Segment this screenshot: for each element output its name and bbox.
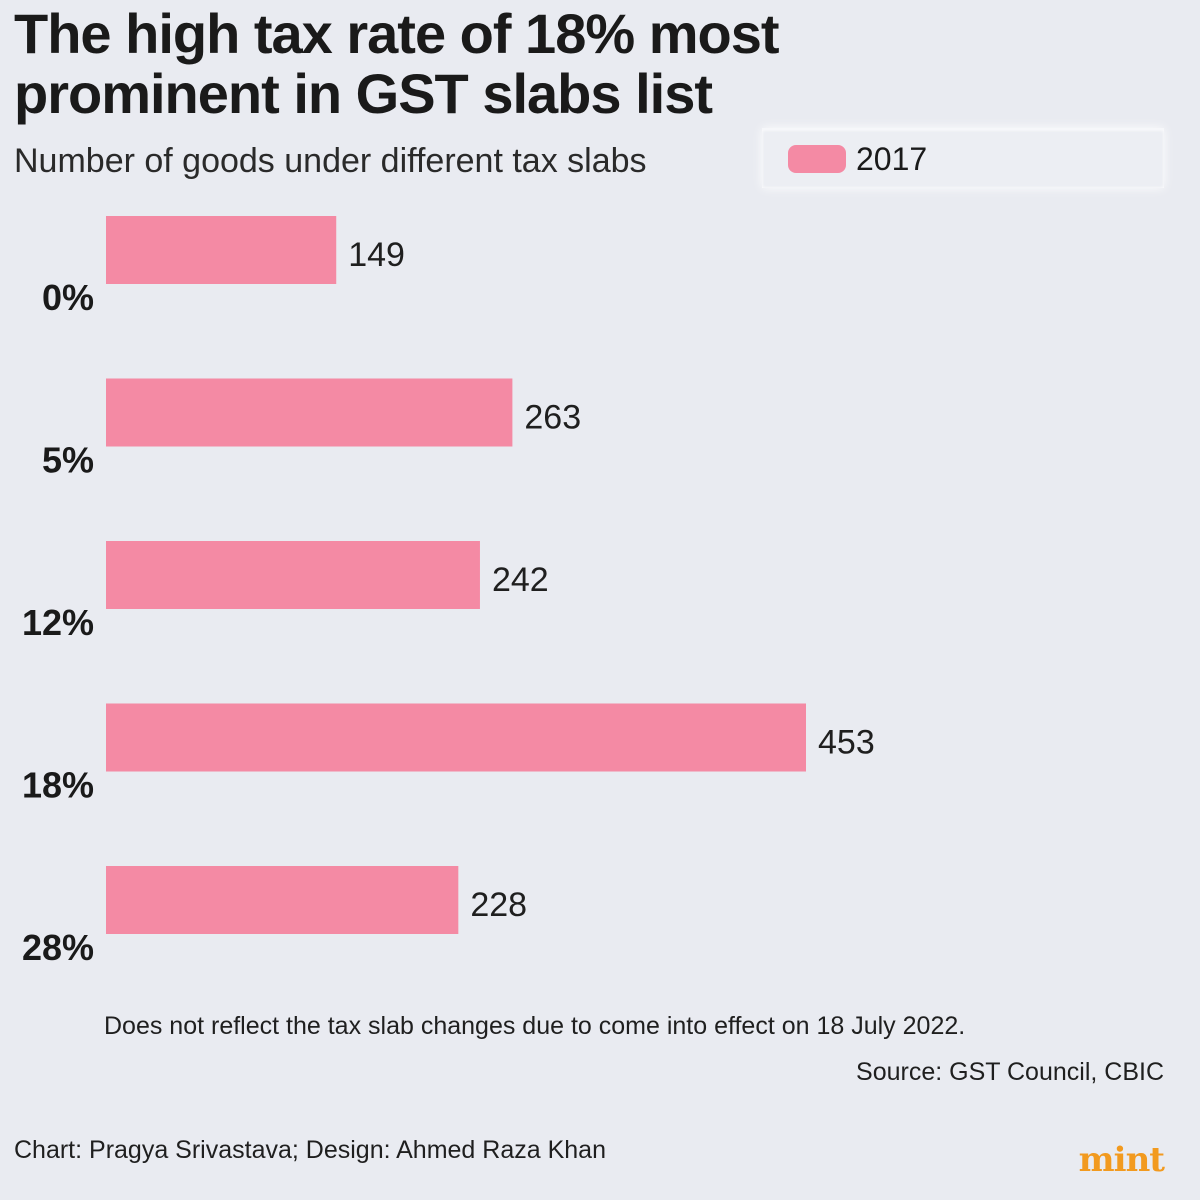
credit-text: Chart: Pragya Srivastava; Design: Ahmed … [14, 1136, 606, 1164]
legend-swatch [788, 145, 846, 173]
bar-18pct [106, 703, 806, 772]
bar-28pct [106, 866, 459, 934]
source-text: Source: GST Council, CBIC [856, 1058, 1164, 1086]
category-label-18pct: 18% [22, 765, 94, 806]
mint-logo: mint [1078, 1140, 1165, 1180]
bar-12pct [106, 541, 480, 609]
data-label-12pct: 242 [492, 561, 549, 599]
category-label-12pct: 12% [22, 602, 94, 643]
data-label-5pct: 263 [524, 399, 581, 437]
data-label-18pct: 453 [818, 724, 875, 762]
legend-label: 2017 [856, 140, 928, 177]
bar-5pct [106, 378, 513, 447]
category-label-28pct: 28% [22, 927, 94, 968]
bar-chart: 149 0% 263 5% 242 12% 453 18% 228 28% [22, 216, 875, 968]
data-label-28pct: 228 [470, 886, 527, 924]
chart-subtitle: Number of goods under different tax slab… [14, 142, 647, 180]
category-label-0pct: 0% [42, 277, 94, 318]
data-label-0pct: 149 [348, 236, 405, 274]
bar-0pct [106, 216, 337, 284]
footnote: Does not reflect the tax slab changes du… [104, 1012, 966, 1040]
legend: 2017 [762, 128, 1164, 188]
chart-title: The high tax rate of 18% most prominent … [14, 2, 780, 125]
category-label-5pct: 5% [42, 440, 94, 481]
